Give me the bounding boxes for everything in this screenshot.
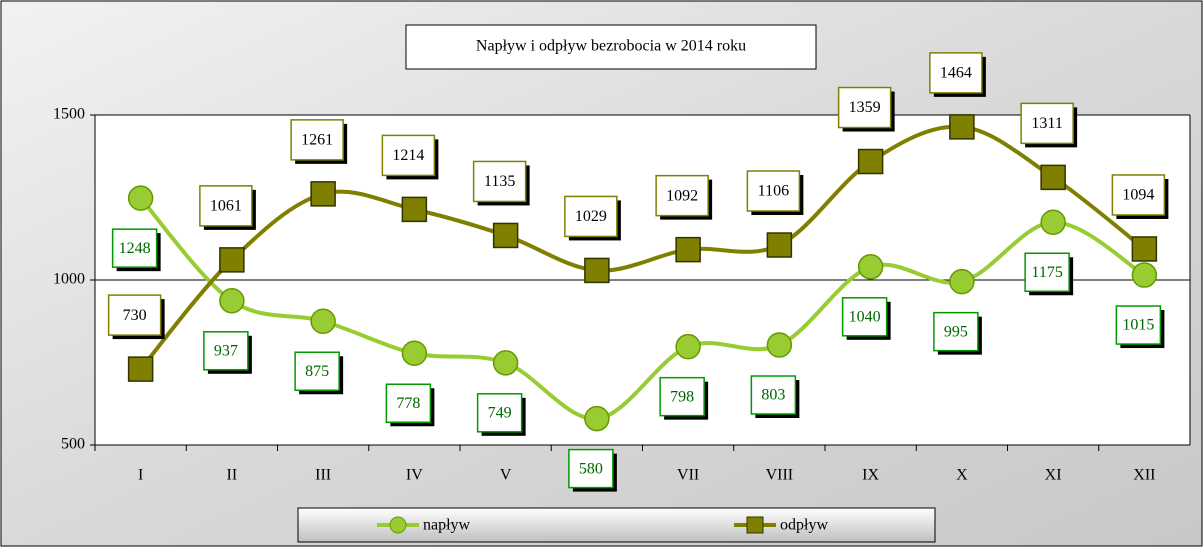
label-box [294, 351, 340, 391]
legend-marker [746, 516, 764, 534]
label-box [111, 228, 158, 268]
label-box [929, 52, 983, 94]
legend-marker [389, 516, 407, 534]
marker [219, 247, 245, 273]
label-box [1115, 305, 1162, 345]
label-box [203, 331, 249, 371]
marker [1040, 164, 1066, 191]
label-box [564, 195, 618, 238]
x-tick-label: I [138, 467, 143, 484]
data-label: 1094 [1122, 187, 1154, 204]
label-box [568, 448, 614, 489]
label-box [1020, 102, 1074, 145]
data-label: 1135 [484, 173, 515, 190]
label-box [837, 86, 892, 129]
x-tick-label: III [315, 467, 331, 484]
marker [310, 181, 336, 207]
x-tick-label: IV [406, 467, 423, 484]
marker [949, 268, 975, 295]
x-tick-label: XI [1045, 467, 1062, 484]
marker [584, 257, 610, 284]
label-box [655, 174, 709, 217]
x-tick-label: VII [677, 467, 699, 484]
x-tick-label: XII [1133, 467, 1155, 484]
data-label: 1248 [119, 240, 151, 257]
data-label: 1106 [758, 183, 789, 200]
data-label: 798 [670, 388, 694, 405]
label-box [1111, 174, 1166, 216]
label-box [750, 375, 797, 415]
marker [584, 405, 610, 432]
x-tick-label: X [956, 467, 968, 484]
data-label: 1311 [1031, 115, 1062, 132]
marker [675, 333, 701, 360]
data-label: 1214 [392, 147, 424, 164]
y-tick-label: 500 [61, 436, 85, 453]
data-label: 1359 [849, 99, 881, 116]
marker [766, 332, 793, 358]
marker [675, 236, 701, 263]
data-label: 1261 [301, 132, 333, 149]
data-label: 749 [488, 405, 512, 422]
marker [401, 196, 428, 223]
label-box [381, 134, 436, 177]
y-tick-label: 1000 [53, 271, 85, 288]
label-box [1024, 252, 1070, 292]
marker [857, 148, 884, 175]
title-box [405, 24, 817, 70]
data-label: 730 [123, 307, 147, 324]
x-tick-label: VIII [766, 467, 794, 484]
label-box [199, 185, 253, 227]
data-label: 1015 [1122, 317, 1154, 334]
marker [127, 356, 154, 382]
data-label: 1092 [666, 187, 698, 204]
marker [127, 185, 154, 211]
chart-title: Napływ i odpływ bezrobocia w 2014 roku [476, 38, 746, 55]
data-label: 803 [761, 387, 785, 404]
series-line [139, 196, 1146, 421]
x-tick-label: II [227, 467, 238, 484]
y-tick-label: 1500 [53, 106, 85, 123]
marker [310, 308, 336, 334]
label-box [933, 311, 979, 352]
marker [766, 232, 793, 258]
label-box [841, 297, 888, 337]
legend-label: napływ [423, 517, 471, 534]
marker [1131, 236, 1158, 262]
data-label: 1029 [575, 208, 607, 225]
data-label: 1061 [210, 198, 242, 215]
label-box [385, 383, 432, 424]
label-box [107, 294, 162, 336]
marker [1040, 209, 1066, 235]
data-label: 580 [579, 460, 603, 477]
data-label: 875 [305, 363, 329, 380]
data-label: 937 [214, 342, 238, 359]
marker [492, 350, 519, 376]
marker [1131, 262, 1158, 288]
data-label: 1464 [940, 65, 972, 82]
data-label: 1175 [1031, 264, 1062, 281]
x-tick-label: V [500, 467, 512, 484]
label-box [290, 119, 344, 161]
label-box [472, 160, 527, 203]
label-box [746, 170, 801, 212]
label-box [476, 393, 523, 433]
data-label: 995 [944, 323, 968, 340]
marker [857, 254, 884, 280]
marker [492, 222, 519, 249]
marker [219, 288, 245, 314]
marker [949, 114, 975, 140]
marker [401, 340, 428, 367]
legend-label: odpływ [780, 517, 828, 534]
data-label: 778 [396, 395, 420, 412]
label-box [659, 376, 705, 417]
x-tick-label: IX [862, 467, 879, 484]
data-label: 1040 [849, 308, 881, 325]
